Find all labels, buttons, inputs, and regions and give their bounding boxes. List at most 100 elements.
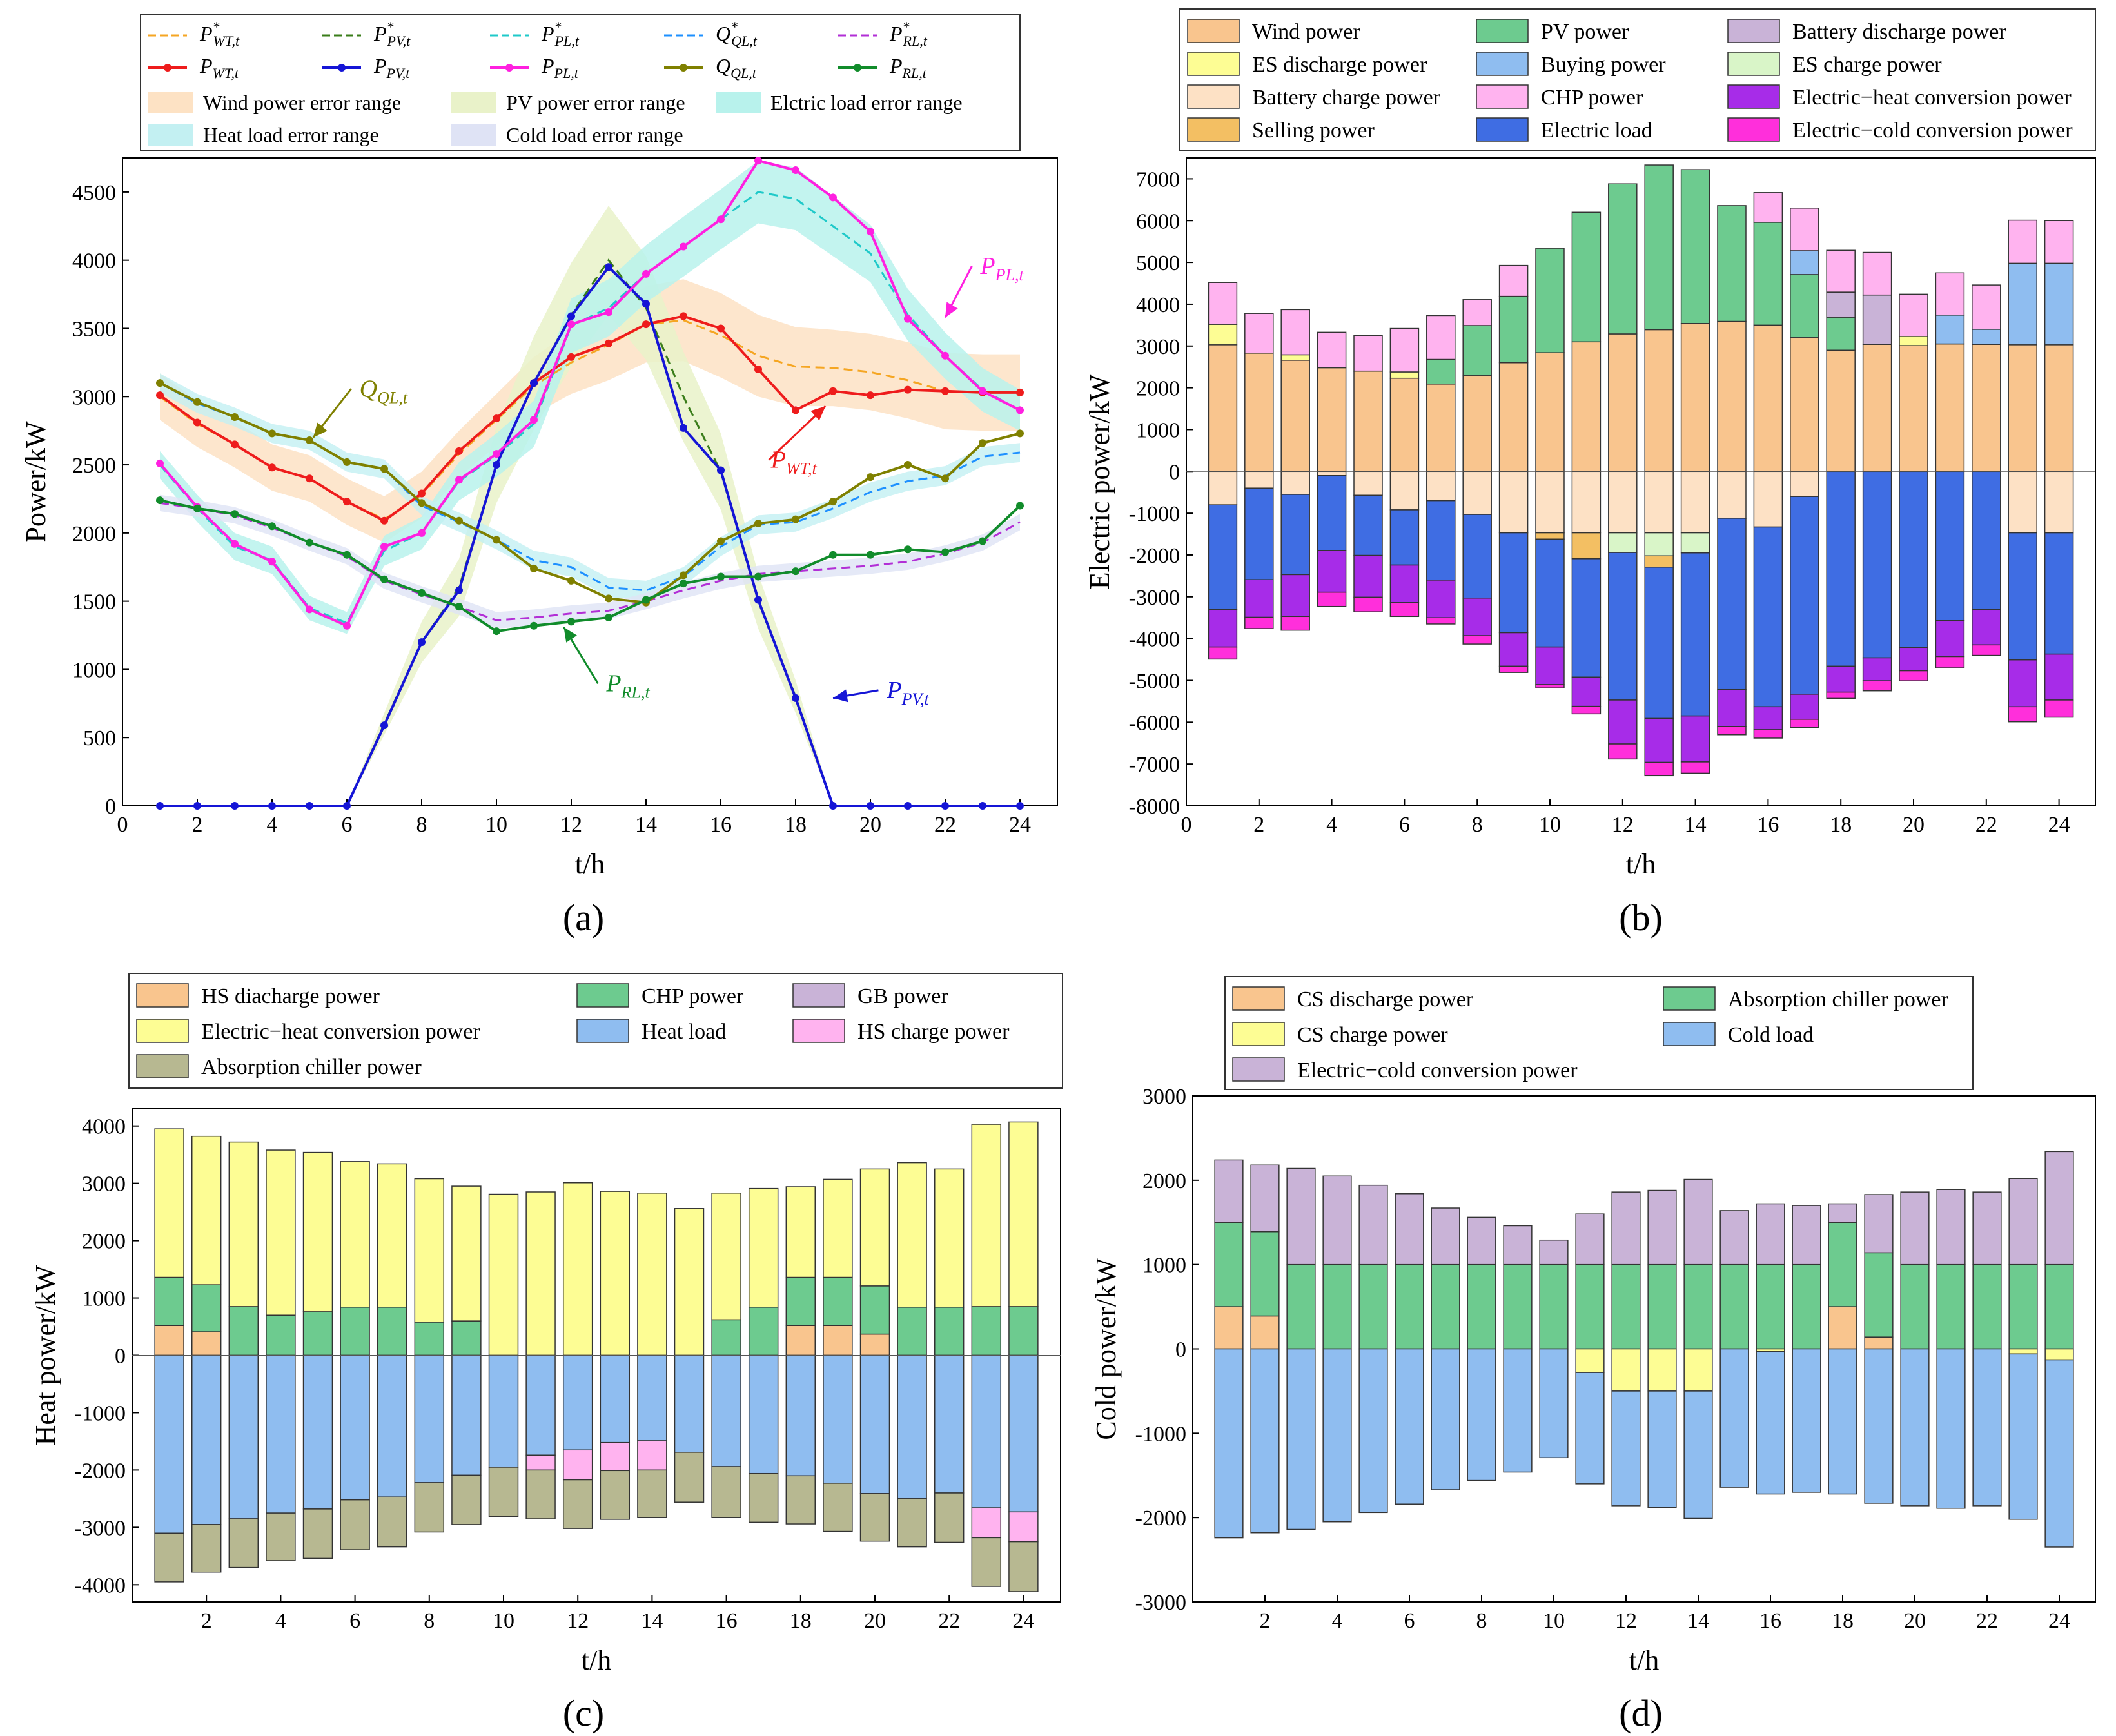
bar-electric-cold-conversion-power (2044, 699, 2074, 718)
plot-frame (122, 157, 1058, 806)
bar-electric-heat-conversion-power (154, 1128, 184, 1278)
y-axis-label: Power/kW (20, 421, 52, 543)
bar-hs-charge-power (600, 1441, 631, 1472)
point-ppl-t (605, 308, 612, 317)
y-tick-label: -2000 (1135, 1507, 1186, 1530)
annotation-ppl-t: PPL,t (979, 253, 1024, 284)
x-tick-label: 6 (342, 813, 353, 837)
x-axis-label: t/h (582, 1644, 611, 1676)
legend-swatch (1663, 986, 1716, 1011)
x-tick-label: 18 (785, 813, 807, 837)
bar-heat-load (525, 1354, 556, 1456)
point-prl-t (829, 551, 837, 559)
x-tick-label: 2 (1260, 1609, 1271, 1633)
legend-item-electric-load: Electric load (1541, 119, 1652, 142)
bar-electric-cold-conversion-power (1936, 1189, 1966, 1265)
point-prl-t (530, 621, 538, 630)
x-tick-label: 22 (938, 1609, 960, 1633)
point-ppl-t (941, 351, 949, 360)
y-tick-label: -4000 (75, 1574, 126, 1597)
x-tick-label: 18 (790, 1609, 812, 1633)
bar-wind-power (1972, 344, 2001, 473)
x-tick-label: 0 (1181, 813, 1192, 837)
bar-buying-power (2044, 262, 2074, 346)
error-band-wind-power-error-range (160, 279, 1020, 543)
point-prl-t (455, 603, 463, 611)
point-ppl-t (418, 529, 426, 537)
bar-cs-charge-power (1611, 1348, 1641, 1392)
bar-electric-heat-conversion-power (1244, 579, 1274, 618)
point-pwt-t (867, 391, 874, 400)
bar-cold-load (1936, 1348, 1966, 1509)
point-ppl-t (231, 540, 239, 548)
point-ppl-t (306, 605, 313, 614)
point-ppv-t (343, 802, 351, 810)
x-tick-label: 6 (1404, 1609, 1415, 1633)
bar-cs-charge-power (1647, 1348, 1677, 1392)
x-tick-label: 8 (416, 813, 427, 837)
bar-absorption-chiller-power (1395, 1263, 1424, 1350)
point-qql-t (829, 498, 837, 506)
x-tick-label: 14 (641, 1609, 663, 1633)
point-prl-t (493, 627, 500, 636)
legend-swatch (792, 983, 845, 1008)
bar-absorption-chiller-power (971, 1537, 1002, 1587)
bar-electric-cold-conversion-power (1972, 1191, 2002, 1265)
x-axis-label: t/h (1629, 1644, 1659, 1676)
point-ppv-t (1016, 802, 1024, 810)
bar-absorption-chiller-power (488, 1467, 519, 1517)
bar-electric-cold-conversion-power (1608, 743, 1638, 760)
bar-cold-load (1503, 1348, 1533, 1473)
point-ppv-t (231, 802, 239, 810)
y-tick-label: 4500 (72, 181, 116, 205)
point-qql-t (867, 473, 874, 482)
bar-battery-charge-power (1208, 471, 1238, 505)
bar-electric-cold-conversion-power (1250, 1164, 1280, 1233)
bar-electric-heat-conversion-power (1008, 1121, 1039, 1307)
bar-electric-load (1280, 494, 1310, 576)
annotation-arrow-head (563, 627, 577, 643)
bar-electric-cold-conversion-power (1862, 680, 1892, 692)
bar-electric-load (1208, 504, 1238, 610)
bar-electric-cold-conversion-power (1389, 602, 1420, 618)
x-tick-label: 16 (716, 1609, 738, 1633)
bar-pv-power (1717, 205, 1747, 322)
bar-electric-load (1498, 532, 1529, 634)
bar-electric-heat-conversion-power (859, 1168, 890, 1287)
bar-absorption-chiller-power (1611, 1263, 1641, 1350)
bar-es-discharge-power (1899, 336, 1928, 346)
legend-swatch (136, 1054, 189, 1078)
bar-absorption-chiller-power (1575, 1263, 1605, 1350)
bar-es-charge-power (1680, 532, 1710, 554)
bar-absorption-chiller-power (1467, 1263, 1496, 1350)
bar-cold-load (1395, 1348, 1424, 1505)
point-ppl-t (867, 228, 874, 236)
legend-c: HS diacharge power CHP power GB power Elect… (128, 973, 1063, 1089)
bar-electric-heat-conversion-power (897, 1162, 927, 1308)
bar-wind-power (1498, 362, 1529, 473)
y-tick-label: -4000 (1129, 628, 1180, 652)
point-ppv-t (567, 312, 575, 320)
x-tick-label: 10 (493, 1609, 514, 1633)
bar-electric-heat-conversion-power (674, 1208, 705, 1356)
bar-electric-heat-conversion-power (1899, 647, 1928, 672)
legend-a-frame (140, 14, 1021, 151)
bar-absorption-chiller-power (1358, 1263, 1388, 1350)
bar-chp-power (1753, 192, 1783, 223)
point-ppl-t (567, 320, 575, 329)
bar-electric-heat-conversion-power (1208, 609, 1238, 648)
bar-absorption-chiller-power (191, 1524, 222, 1573)
point-ppl-t (380, 543, 388, 551)
bar-electric-heat-conversion-power (191, 1135, 222, 1285)
bar-electric-cold-conversion-power (1358, 1184, 1388, 1265)
bar-wind-power (1535, 352, 1565, 473)
point-ppl-t (642, 269, 650, 278)
legend-swatch (1663, 1022, 1716, 1046)
x-tick-label: 4 (1332, 1609, 1343, 1633)
point-ppl-t (343, 621, 351, 630)
x-tick-label: 12 (1612, 813, 1634, 837)
legend-swatch-marker (505, 64, 513, 72)
bar-hs-charge-power (971, 1507, 1002, 1539)
point-ppv-t (680, 424, 687, 432)
